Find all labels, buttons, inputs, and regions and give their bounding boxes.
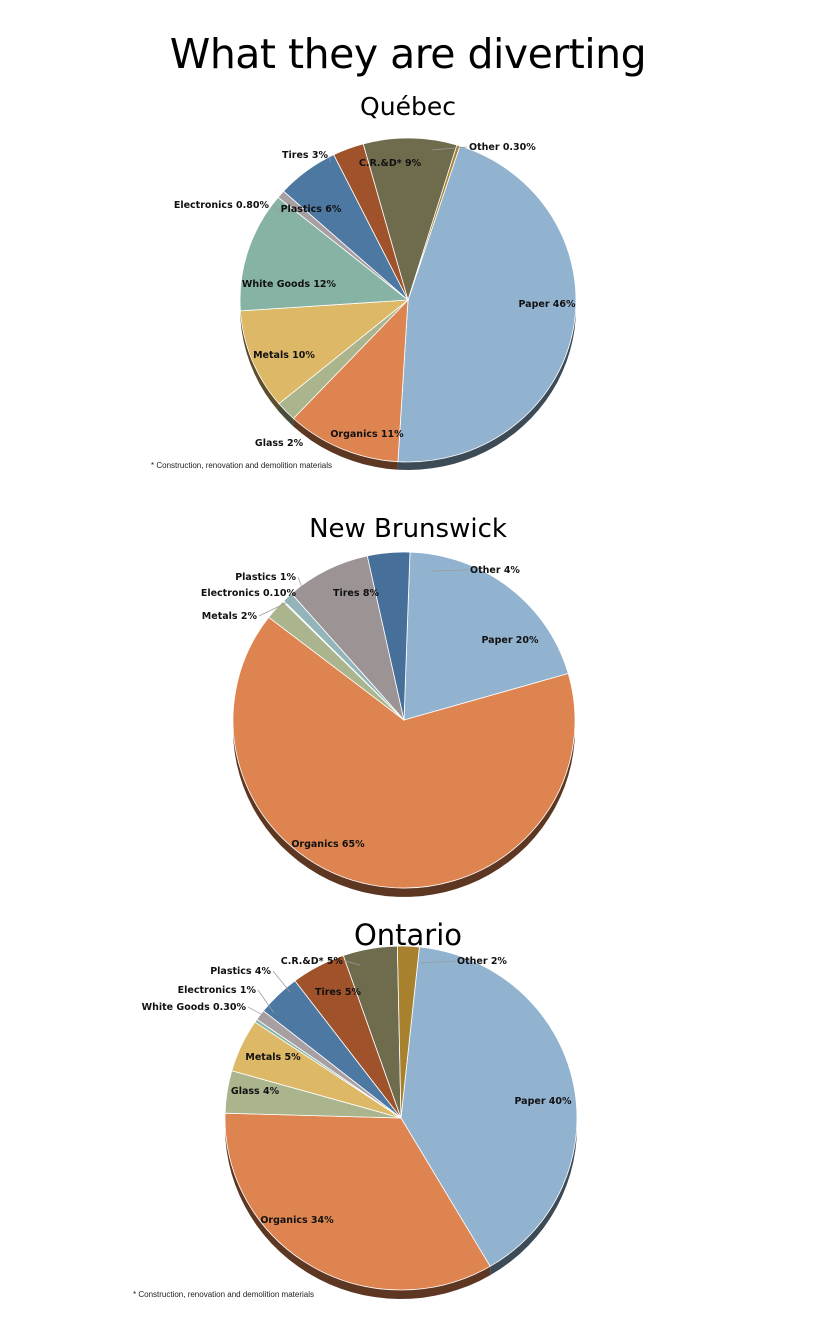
chart-title-new-brunswick: New Brunswick (309, 514, 507, 544)
leader-line (257, 989, 275, 1014)
pie-slice-organics (232, 616, 576, 889)
data-label: Paper 46% (518, 299, 576, 310)
data-label: Electronics 0.10% (201, 588, 297, 599)
data-label: C.R.&D* 9% (359, 158, 422, 169)
data-label: Plastics 4% (210, 966, 271, 977)
leader-line (344, 960, 361, 966)
data-label: Metals 10% (253, 350, 315, 361)
pie-depth-segment (293, 418, 398, 470)
leader-line (258, 600, 291, 617)
data-label: Other 4% (470, 565, 520, 576)
pie-slice-metals (239, 299, 410, 405)
leader-line (430, 569, 469, 572)
data-label: Plastics 1% (235, 572, 296, 583)
pie-slice-white-goods (239, 196, 410, 312)
data-label: Organics 34% (260, 1215, 334, 1226)
leader-line (297, 592, 308, 603)
pie-depth-segment (490, 1118, 577, 1276)
pie-depth-segment (240, 310, 279, 412)
data-label: Glass 2% (255, 438, 304, 449)
data-label: Tires 3% (282, 150, 328, 161)
leader-line (431, 146, 468, 151)
pie-depth-segment (225, 1118, 491, 1299)
leader-line (272, 970, 291, 993)
footnote-quebec: * Construction, renovation and demolitio… (151, 461, 332, 470)
pie-slice-other (366, 551, 411, 721)
data-label: Plastics 6% (281, 204, 342, 215)
data-label: Electronics 1% (178, 985, 257, 996)
chart-title-quebec: Québec (360, 92, 456, 121)
pie-slice-paper (400, 946, 578, 1267)
leader-line (247, 1006, 271, 1020)
pie-slice-organics (292, 298, 409, 463)
pie-depth-segment (279, 403, 294, 427)
pie-ontario: Paper 40% Organics 34% Glass 4% Metals 5% Wh… (142, 945, 578, 1299)
data-label: White Goods 12% (242, 279, 337, 290)
data-label: Tires 8% (333, 588, 379, 599)
data-label: Metals 5% (245, 1052, 301, 1063)
pie-depth-ontario (225, 1118, 577, 1299)
pie-slice-c-r-d (362, 137, 458, 302)
data-label: Organics 65% (291, 839, 365, 850)
data-label: Other 0.30% (469, 142, 536, 153)
data-label: Metals 2% (202, 611, 258, 622)
pie-slice-paper (403, 551, 569, 721)
pie-slice-organics (224, 1112, 491, 1291)
data-label: Paper 20% (481, 635, 539, 646)
pie-new-brunswick: Paper 20% Organics 65% Metals 2% Electronic… (201, 551, 576, 897)
footnote-ontario: * Construction, renovation and demolitio… (133, 1290, 314, 1299)
leader-line (272, 204, 283, 215)
leader-line (419, 960, 456, 964)
pie-slice-other (407, 144, 461, 301)
pie-layer: Paper 46% Organics 11% Glass 2% Metals 10% W… (142, 137, 578, 1299)
data-label: Organics 11% (330, 429, 404, 440)
pie-quebec: Paper 46% Organics 11% Glass 2% Metals 10% W… (174, 137, 577, 470)
data-label: Electronics 0.80% (174, 200, 270, 211)
data-label: Other 2% (457, 956, 507, 967)
data-label: White Goods 0.30% (142, 1002, 247, 1013)
data-label: C.R.&D* 5% (281, 956, 344, 967)
pie-slice-other (396, 945, 420, 1119)
data-label: Glass 4% (231, 1086, 280, 1097)
page-title: What they are diverting (169, 30, 647, 78)
data-label: Paper 40% (514, 1096, 572, 1107)
pie-slice-paper (397, 145, 577, 463)
leader-line (297, 576, 307, 599)
data-label: Tires 5% (315, 987, 361, 998)
